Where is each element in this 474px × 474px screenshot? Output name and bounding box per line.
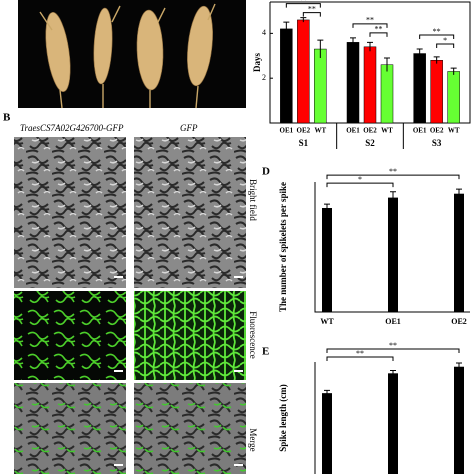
wheat-photo: [18, 0, 246, 109]
y-tick-label: 2: [262, 73, 266, 82]
error-bar: [456, 362, 462, 371]
bar: [413, 53, 426, 124]
column-header: TraesCS7A02G426700-GFP: [20, 123, 124, 133]
y-axis-label: Days: [252, 53, 262, 72]
significance-bracket: [326, 356, 394, 361]
significance-bracket: [326, 182, 394, 188]
x-tick-label: S3: [432, 138, 442, 148]
panel-label: D: [262, 166, 270, 178]
significance-bracket: [302, 12, 321, 17]
significance-bracket: [436, 43, 455, 49]
significance-bracket: [352, 23, 388, 28]
y-tick-label: 4: [262, 28, 266, 37]
bar: [388, 197, 398, 312]
axis: [314, 182, 470, 313]
error-bar: [367, 41, 373, 52]
x-tick-label: OE2: [451, 317, 467, 326]
error-bar: [384, 57, 390, 72]
error-bar: [283, 21, 290, 36]
bar-label: WT: [448, 127, 460, 135]
panel-label: B: [3, 112, 11, 124]
bar: [322, 393, 332, 474]
bar: [454, 366, 464, 474]
y-axis-label: Spike length (cm): [278, 384, 288, 452]
error-bar: [324, 203, 330, 212]
x-tick-label: OE1: [385, 317, 401, 326]
bar: [454, 193, 464, 312]
significance-bracket: [369, 32, 388, 37]
x-tick-label: S1: [299, 138, 309, 148]
bar: [388, 373, 398, 474]
error-bar: [324, 389, 330, 396]
bar: [430, 60, 443, 124]
significance-bracket: [326, 348, 460, 353]
bar-label: WT: [314, 127, 326, 135]
axis: [314, 362, 316, 474]
significance-label: *: [443, 36, 447, 45]
bar: [363, 46, 377, 124]
bar: [447, 71, 460, 124]
significance-bracket: [419, 34, 455, 40]
significance-label: **: [375, 25, 383, 34]
axis: [269, 1, 471, 124]
error-bar: [390, 191, 396, 204]
x-tick-label: WT: [320, 317, 334, 326]
significance-bracket: [285, 3, 321, 8]
significance-label: **: [433, 27, 441, 36]
significance-label: **: [308, 5, 316, 14]
error-bar: [300, 17, 307, 23]
significance-label: **: [299, 0, 307, 5]
micrographs: [14, 137, 246, 474]
bar-label: OE2: [430, 127, 444, 135]
significance-label: **: [389, 167, 397, 176]
significance-bracket: [326, 174, 460, 180]
error-bar: [416, 48, 423, 59]
error-bar: [390, 369, 396, 377]
bar: [346, 42, 360, 124]
error-bar: [350, 37, 356, 47]
column-header: GFP: [180, 123, 198, 133]
row-label: Fluorescence: [248, 311, 258, 358]
row-label: Bright field: [248, 179, 258, 221]
bar-label: OE2: [297, 127, 311, 135]
bar-label: OE1: [280, 127, 294, 135]
bar-label: OE1: [413, 127, 427, 135]
significance-label: *: [358, 175, 362, 184]
error-bar: [317, 39, 324, 59]
row-label: Merge: [248, 428, 258, 451]
bar: [314, 48, 327, 124]
bar-label: OE1: [346, 127, 360, 135]
error-bar: [450, 67, 457, 75]
x-tick-label: S2: [365, 138, 375, 148]
bar: [322, 208, 332, 312]
bar: [380, 64, 394, 124]
error-bar: [433, 56, 440, 64]
panel-label: E: [262, 346, 269, 358]
significance-label: **: [356, 349, 364, 358]
significance-label: **: [389, 341, 397, 350]
bar-label: OE2: [363, 127, 377, 135]
bar: [280, 28, 293, 124]
bar: [297, 19, 310, 124]
significance-label: **: [366, 16, 374, 25]
bar-label: WT: [381, 127, 393, 135]
error-bar: [456, 188, 462, 199]
y-axis-label: The number of spikelets per spike: [278, 182, 288, 312]
